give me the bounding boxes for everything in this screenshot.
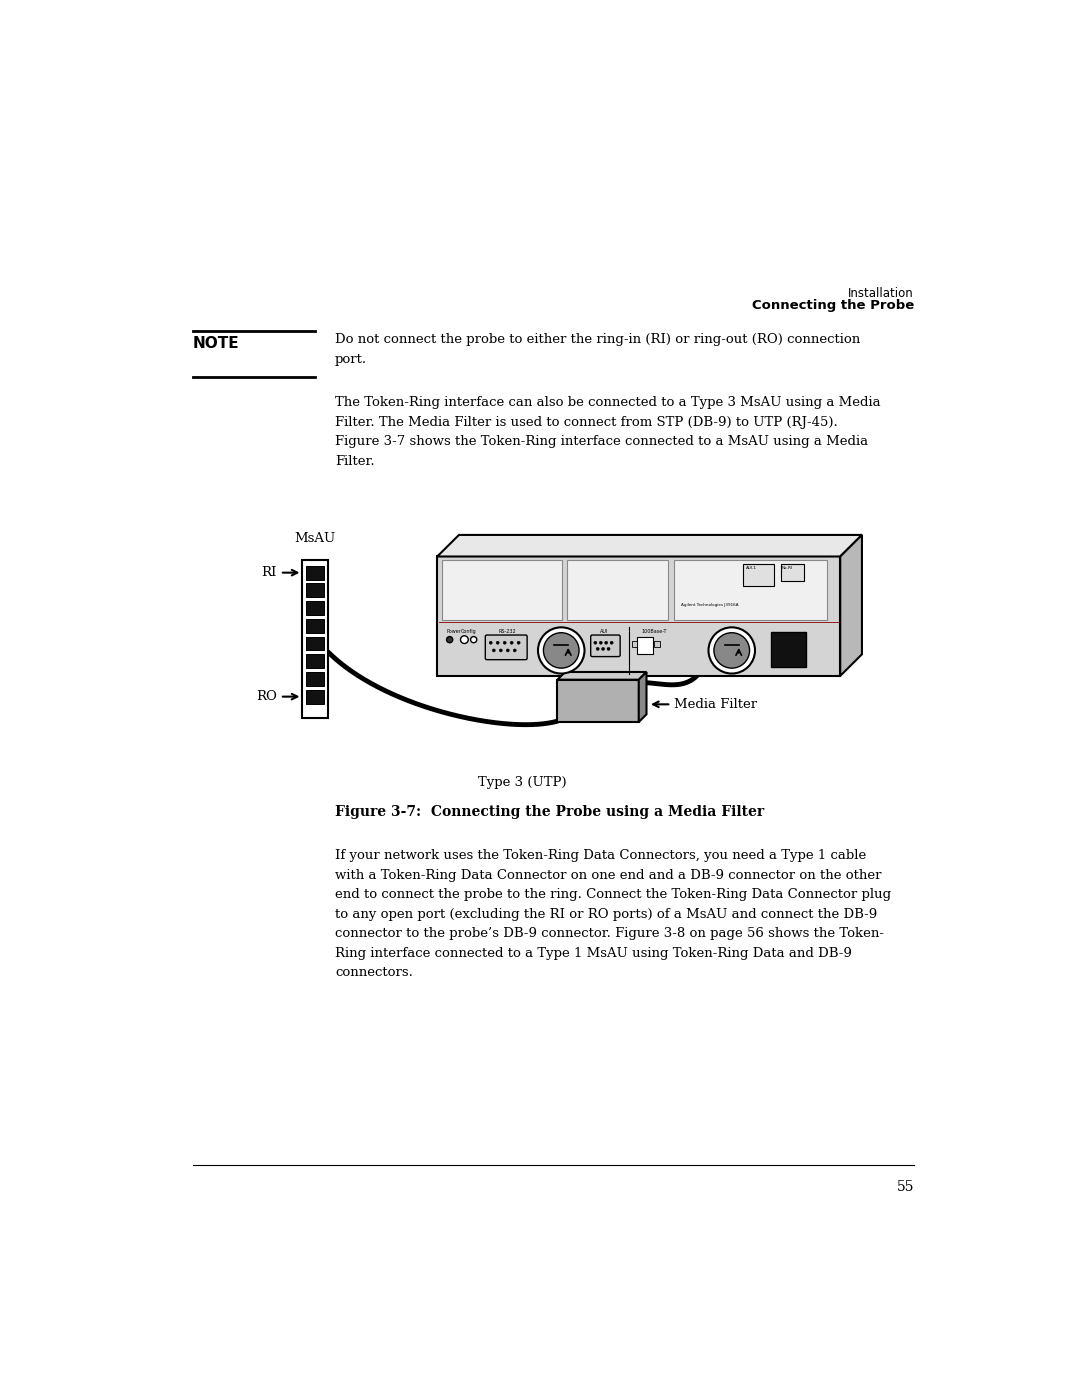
FancyBboxPatch shape (591, 636, 620, 657)
Text: Figure 3-7:  Connecting the Probe using a Media Filter: Figure 3-7: Connecting the Probe using a… (335, 805, 764, 819)
Bar (306, 637, 324, 651)
Text: MsAU: MsAU (294, 532, 336, 545)
Circle shape (460, 636, 469, 644)
Bar (442, 560, 562, 620)
Polygon shape (557, 672, 647, 680)
Text: Agilent Technologies J3916A: Agilent Technologies J3916A (681, 602, 739, 606)
Circle shape (489, 641, 492, 644)
Circle shape (594, 641, 597, 644)
Circle shape (538, 627, 584, 673)
Text: AUI: AUI (599, 629, 608, 634)
Bar (306, 566, 324, 580)
Circle shape (513, 648, 516, 652)
Bar (306, 619, 324, 633)
Text: NOTE: NOTE (193, 335, 240, 351)
Circle shape (496, 641, 499, 644)
Text: Config: Config (460, 629, 476, 634)
Text: RO: RO (256, 690, 276, 703)
Text: 100Base-T: 100Base-T (642, 629, 667, 634)
Text: If your network uses the Token-Ring Data Connectors, you need a Type 1 cable
wit: If your network uses the Token-Ring Data… (335, 849, 891, 979)
Polygon shape (437, 535, 862, 556)
Text: No-RI: No-RI (782, 566, 793, 570)
Bar (306, 654, 324, 668)
Circle shape (596, 647, 599, 651)
Bar (674, 560, 827, 620)
Circle shape (517, 641, 521, 644)
Circle shape (446, 637, 453, 643)
Bar (306, 672, 324, 686)
Circle shape (499, 648, 502, 652)
Text: Do not connect the probe to either the ring-in (RI) or ring-out (RO) connection
: Do not connect the probe to either the r… (335, 334, 860, 366)
Bar (557, 680, 638, 722)
Circle shape (492, 648, 496, 652)
Text: Power: Power (446, 629, 461, 634)
Bar (437, 556, 840, 676)
Circle shape (503, 641, 507, 644)
Circle shape (510, 641, 513, 644)
Text: Installation: Installation (848, 286, 914, 300)
Circle shape (610, 641, 613, 644)
Bar (306, 601, 324, 615)
Circle shape (607, 647, 610, 651)
Bar (743, 564, 774, 585)
Bar (632, 641, 637, 647)
Bar (301, 560, 328, 718)
Text: 55: 55 (896, 1180, 914, 1194)
Text: Media Filter: Media Filter (674, 698, 757, 711)
Bar (654, 641, 660, 647)
Text: RI: RI (261, 566, 276, 580)
Text: The Token-Ring interface can also be connected to a Type 3 MsAU using a Media
Fi: The Token-Ring interface can also be con… (335, 397, 880, 468)
Bar (567, 560, 669, 620)
Bar (637, 637, 652, 654)
Text: Connecting the Probe: Connecting the Probe (752, 299, 914, 313)
Bar (781, 564, 804, 581)
Polygon shape (840, 535, 862, 676)
Circle shape (714, 633, 750, 668)
Bar (770, 631, 806, 668)
Circle shape (708, 627, 755, 673)
Text: Type 3 (UTP): Type 3 (UTP) (478, 775, 567, 789)
Text: AUI-1: AUI-1 (745, 566, 757, 570)
Circle shape (471, 637, 476, 643)
Bar (306, 690, 324, 704)
Circle shape (543, 633, 579, 668)
Bar (306, 584, 324, 598)
Text: RS-232: RS-232 (498, 629, 516, 634)
Polygon shape (638, 672, 647, 722)
FancyBboxPatch shape (485, 636, 527, 659)
Circle shape (605, 641, 608, 644)
Circle shape (599, 641, 603, 644)
Circle shape (602, 647, 605, 651)
Circle shape (507, 648, 510, 652)
